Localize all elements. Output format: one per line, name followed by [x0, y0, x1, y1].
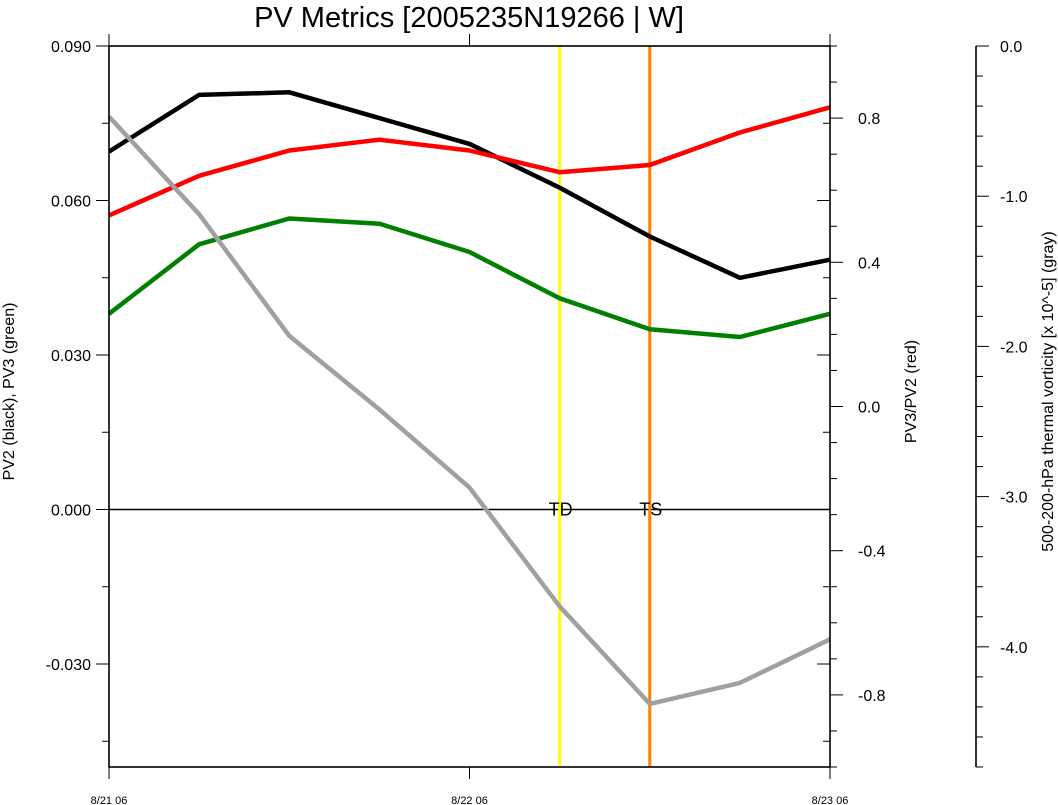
series-line-3	[107, 115, 831, 707]
right-tick-label: -0.8	[858, 688, 886, 705]
right-tick-label: 0.0	[858, 400, 880, 417]
marker-label-td: TD	[549, 500, 573, 520]
chart-title: PV Metrics [2005235N19266 | W]	[254, 2, 684, 34]
left-tick-label: 0.030	[51, 348, 91, 365]
left-tick-label: 0.090	[51, 39, 91, 56]
x-tick-label: 8/21 06	[91, 795, 128, 805]
left-tick-label: 0.000	[51, 503, 91, 520]
x-tick-label: 8/23 06	[812, 795, 849, 805]
series-line-1	[107, 216, 831, 340]
far-right-tick-label: 0.0	[1000, 39, 1022, 56]
far-right-axis-label: 500-200-hPa thermal vorticity [x 10^-5] …	[1040, 231, 1057, 552]
x-tick-label: 8/22 06	[451, 795, 488, 805]
marker-label-ts: TS	[639, 500, 662, 520]
series-line-2	[108, 105, 831, 218]
left-axis-label: PV2 (black), PV3 (green)	[1, 303, 18, 481]
far-right-tick-label: -2.0	[1000, 339, 1028, 356]
plot-frame	[108, 45, 831, 768]
right-tick-label: -0.4	[858, 544, 886, 561]
left-tick-label: 0.060	[51, 194, 91, 211]
right-tick-label: 0.8	[858, 111, 880, 128]
series-line-0	[107, 90, 831, 281]
far-right-tick-label: -4.0	[1000, 640, 1028, 657]
left-tick-label: -0.030	[46, 657, 91, 674]
far-right-tick-label: -1.0	[1000, 189, 1028, 206]
right-axis-label: PV3/PV2 (red)	[903, 340, 920, 443]
right-tick-label: 0.4	[858, 255, 880, 272]
far-right-tick-label: -3.0	[1000, 490, 1028, 507]
